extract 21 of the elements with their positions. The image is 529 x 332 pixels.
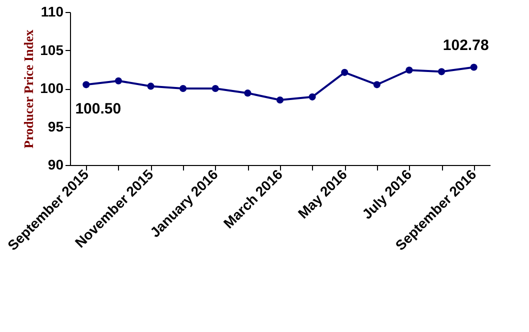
point bbox=[406, 66, 413, 74]
point bbox=[147, 82, 154, 90]
y-tick-label: 100 bbox=[40, 80, 64, 96]
point bbox=[212, 84, 219, 92]
point bbox=[438, 68, 446, 76]
data-label: 100.50 bbox=[75, 100, 122, 118]
point bbox=[373, 81, 380, 88]
y-axis-title: Producer Price Index bbox=[21, 29, 36, 148]
y-tick-label: 110 bbox=[40, 4, 64, 20]
point bbox=[276, 96, 284, 104]
data-label: 102.78 bbox=[442, 37, 489, 54]
point bbox=[308, 93, 316, 100]
point bbox=[114, 77, 122, 84]
point bbox=[470, 64, 478, 71]
point bbox=[82, 81, 90, 88]
point bbox=[244, 90, 252, 97]
y-tick-label: 90 bbox=[48, 156, 64, 172]
y-tick-label: 105 bbox=[40, 42, 64, 58]
point bbox=[180, 84, 187, 92]
y-tick-label: 95 bbox=[48, 118, 64, 134]
point bbox=[341, 68, 348, 76]
